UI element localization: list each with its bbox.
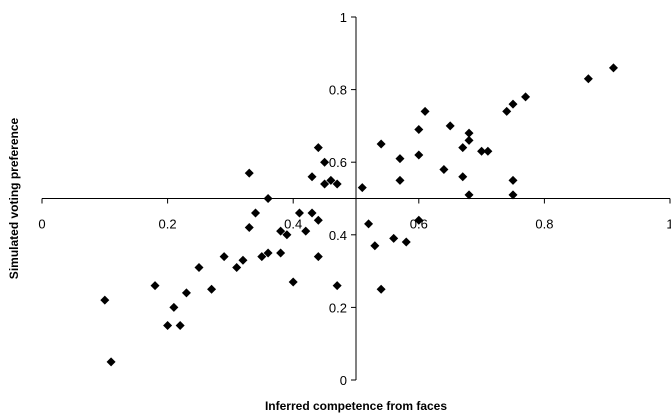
data-point	[326, 175, 336, 185]
data-point	[282, 230, 292, 240]
x-axis-title: Inferred competence from faces	[265, 399, 447, 413]
data-point	[389, 233, 399, 243]
data-point	[294, 208, 304, 218]
data-point	[357, 183, 367, 193]
x-tick-label: 1	[666, 217, 671, 232]
y-tick-label: 0.2	[329, 300, 347, 315]
x-tick-label: 0.4	[284, 217, 302, 232]
data-point	[313, 215, 323, 225]
x-tick-label: 0	[38, 217, 45, 232]
y-axis-ticks: 0 0.2 0.4 0.6 0.8 1	[329, 10, 356, 388]
data-point	[175, 321, 185, 331]
data-point	[257, 252, 267, 262]
data-point	[502, 106, 512, 116]
data-point	[508, 99, 518, 109]
data-point	[583, 74, 593, 84]
data-point	[414, 215, 424, 225]
data-point	[376, 284, 386, 294]
data-point	[307, 208, 317, 218]
data-point	[508, 190, 518, 200]
data-point	[163, 321, 173, 331]
data-point	[320, 179, 330, 189]
data-point	[332, 179, 342, 189]
data-point	[244, 168, 254, 178]
data-point	[313, 143, 323, 153]
data-point	[100, 295, 110, 305]
data-point	[458, 172, 468, 182]
data-point	[439, 164, 449, 174]
data-point	[508, 175, 518, 185]
data-point	[364, 219, 374, 229]
data-point	[370, 241, 380, 251]
data-point	[169, 302, 179, 312]
data-point	[313, 252, 323, 262]
data-point	[464, 128, 474, 138]
data-point	[464, 135, 474, 145]
data-point	[288, 277, 298, 287]
data-point	[464, 190, 474, 200]
data-point	[414, 125, 424, 135]
data-point	[608, 63, 618, 73]
x-axis-ticks: 00.20.40.60.81	[38, 198, 671, 232]
data-point	[477, 146, 487, 156]
data-point	[263, 248, 273, 258]
data-point	[244, 223, 254, 233]
y-tick-label: 0.4	[329, 228, 347, 243]
data-point	[483, 146, 493, 156]
data-point	[458, 143, 468, 153]
data-point	[376, 139, 386, 149]
data-point	[414, 150, 424, 160]
data-point	[238, 255, 248, 265]
data-point	[320, 157, 330, 167]
data-point	[420, 106, 430, 116]
data-point	[276, 248, 286, 258]
data-point	[445, 121, 455, 131]
data-point	[150, 281, 160, 291]
data-point	[251, 208, 261, 218]
data-point	[181, 288, 191, 298]
data-point	[106, 357, 116, 367]
data-point	[395, 175, 405, 185]
y-axis-title: Simulated voting preference	[7, 117, 21, 279]
data-point	[307, 172, 317, 182]
data-point	[401, 237, 411, 247]
data-points	[100, 63, 618, 367]
data-point	[521, 92, 531, 102]
axes	[42, 17, 670, 380]
data-point	[263, 194, 273, 203]
y-tick-label: 0	[340, 373, 347, 388]
data-point	[301, 226, 311, 236]
y-tick-label: 0.8	[329, 83, 347, 98]
data-point	[219, 252, 229, 262]
y-tick-label: 0.6	[329, 155, 347, 170]
data-point	[207, 284, 217, 294]
y-tick-label: 1	[340, 10, 347, 25]
data-point	[395, 154, 405, 164]
data-point	[194, 262, 204, 272]
data-point	[332, 281, 342, 291]
data-point	[232, 262, 242, 272]
data-point	[276, 226, 286, 236]
x-tick-label: 0.2	[159, 217, 177, 232]
x-tick-label: 0.8	[535, 217, 553, 232]
